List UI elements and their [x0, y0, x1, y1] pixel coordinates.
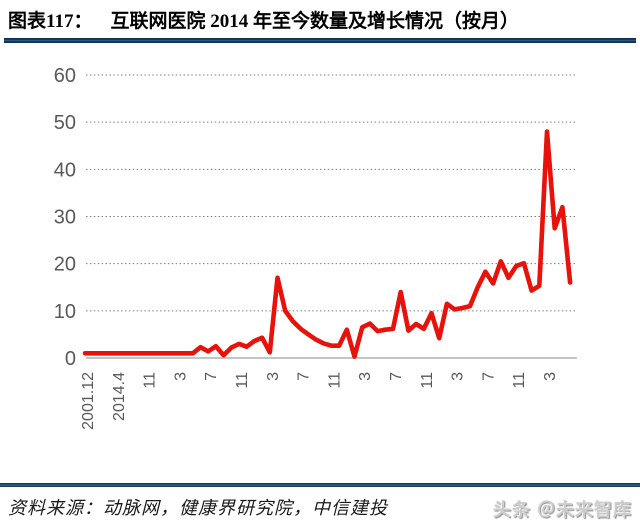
- x-tick-label: 3: [450, 372, 467, 381]
- chart-area: 0 10 20 30 40 50 60 2001.12 2014.4 11 3 7 11 3 7 11 3 7 11…: [54, 65, 577, 430]
- figure-title: 互联网医院 2014 年至今数量及增长情况（按月）: [110, 11, 519, 32]
- x-tick-label: 11: [326, 372, 343, 389]
- source-note: 资料来源：动脉网，健康界研究院，中信建投: [8, 498, 388, 518]
- x-tick-label: 11: [419, 372, 436, 389]
- y-tick-label: 60: [54, 65, 76, 87]
- x-tick-label: 11: [234, 372, 251, 389]
- x-tick-label: 7: [480, 372, 497, 381]
- figure-number-label: 图表117：: [8, 11, 93, 32]
- x-tick-label: 3: [542, 372, 559, 381]
- x-tick-label: 7: [203, 372, 220, 381]
- y-tick-label: 50: [54, 112, 76, 134]
- line-chart-canvas: 0 10 20 30 40 50 60 2001.12 2014.4 11 3 7 11 3 7 11 3 7 11…: [54, 65, 577, 430]
- watermark: 头条 ＠未来智库: [492, 500, 632, 520]
- x-tick-label: 3: [172, 372, 189, 381]
- title-divider: [4, 38, 636, 43]
- figure-header: 图表117： 互联网医院 2014 年至今数量及增长情况（按月）: [8, 6, 632, 33]
- y-tick-label: 20: [54, 254, 76, 276]
- x-tick-label: 11: [511, 372, 528, 389]
- x-tick-label: 7: [296, 372, 313, 381]
- footer-divider: [0, 483, 640, 487]
- x-tick-label: 11: [142, 372, 159, 389]
- x-tick-label: 3: [265, 372, 282, 381]
- y-tick-label: 30: [54, 207, 76, 229]
- x-tick-label: 2001.12: [80, 372, 97, 430]
- y-tick-label: 40: [54, 159, 76, 181]
- data-series-line: [82, 129, 573, 359]
- x-tick-label: 2014.4: [111, 372, 128, 421]
- x-tick-label: 7: [388, 372, 405, 381]
- y-tick-label: 0: [65, 348, 76, 370]
- y-tick-label: 10: [54, 301, 76, 323]
- x-tick-label: 3: [357, 372, 374, 381]
